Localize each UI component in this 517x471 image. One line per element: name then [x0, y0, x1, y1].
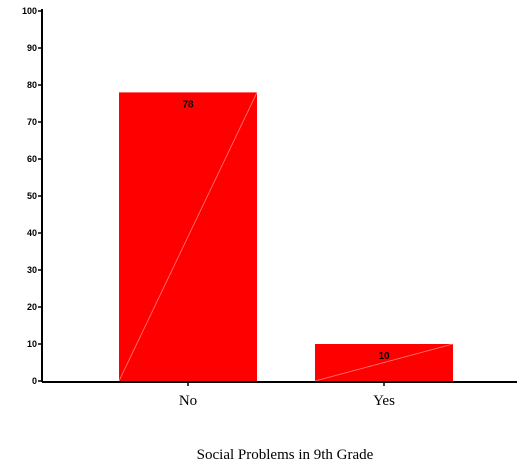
y-tick-label-50: 50 [27, 191, 37, 201]
data-label-yes: 10 [378, 351, 390, 362]
y-tick-label-10: 10 [27, 339, 37, 349]
y-tick-label-30: 30 [27, 265, 37, 275]
y-tick-label-40: 40 [27, 228, 37, 238]
bar-no-diagonal [118, 92, 258, 382]
x-tick-label-no: No [179, 393, 197, 409]
y-tick-label-80: 80 [27, 80, 37, 90]
y-tick-label-70: 70 [27, 117, 37, 127]
y-tick-label-20: 20 [27, 302, 37, 312]
y-tick-label-90: 90 [27, 43, 37, 53]
y-tick-label-100: 100 [22, 6, 37, 16]
data-label-no: 78 [182, 99, 194, 110]
x-tick-label-yes: Yes [373, 393, 395, 409]
x-axis-title: Social Problems in 9th Grade [197, 447, 374, 463]
plot-area: 0 10 20 30 40 50 60 70 80 90 100 78 No 10 Yes [22, 6, 517, 409]
y-tick-label-60: 60 [27, 154, 37, 164]
y-tick-label-0: 0 [32, 376, 37, 386]
bar-yes-diagonal [314, 343, 454, 382]
